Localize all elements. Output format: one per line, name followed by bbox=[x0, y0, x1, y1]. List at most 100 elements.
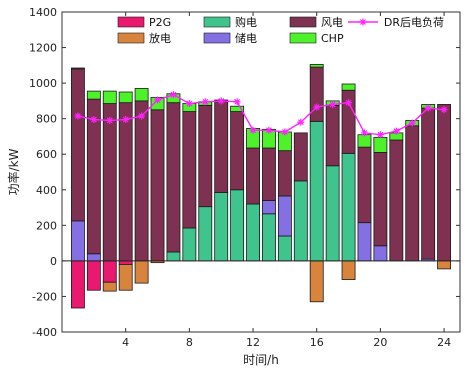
bar-segment-风电-h13 bbox=[262, 147, 276, 201]
bar-segment-放电-h5 bbox=[134, 260, 149, 284]
y-tick-label: 400 bbox=[36, 184, 57, 197]
bar-segment-CHP-h20 bbox=[373, 136, 388, 153]
legend-swatch-P2G bbox=[117, 16, 145, 28]
bar-segment-购电-h8 bbox=[182, 227, 197, 262]
bar-segment-CHP-h4 bbox=[118, 91, 133, 104]
load-point-h3 bbox=[106, 116, 114, 124]
bar-segment-购电-h16 bbox=[309, 120, 324, 262]
y-axis-label: 功率/kW bbox=[6, 148, 21, 195]
legend-label: 储电 bbox=[235, 31, 257, 45]
bar-segment-CHP-h19 bbox=[357, 134, 372, 148]
bars-layer bbox=[70, 64, 452, 309]
bar-segment-购电-h10 bbox=[214, 192, 229, 262]
bar-segment-风电-h20 bbox=[373, 152, 388, 247]
load-point-h2 bbox=[90, 116, 98, 124]
bar-segment-CHP-h2 bbox=[86, 90, 101, 100]
bar-segment-CHP-h5 bbox=[134, 88, 149, 102]
x-axis-label: 时间/h bbox=[243, 353, 279, 367]
ticks-layer: -400 -200 0 200 400 600 800 1000 1200 1400 4 8 12 16 2… bbox=[29, 6, 460, 349]
legend-label: CHP bbox=[321, 32, 344, 45]
bar-segment-购电-h17 bbox=[325, 165, 340, 262]
bar-segment-CHP-h16 bbox=[309, 64, 324, 68]
bar-segment-CHP-h11 bbox=[230, 105, 245, 112]
bar-segment-风电-h22 bbox=[405, 125, 420, 262]
legend-swatch-风电 bbox=[289, 16, 317, 28]
legend-swatch-放电 bbox=[117, 32, 145, 44]
bar-segment-储电-h13 bbox=[262, 200, 276, 215]
y-tick-label: -400 bbox=[32, 326, 57, 339]
x-tick-label: 8 bbox=[186, 336, 193, 349]
bar-segment-风电-h3 bbox=[102, 103, 117, 262]
bar-segment-风电-h14 bbox=[277, 150, 292, 197]
bar-segment-风电-h11 bbox=[230, 111, 245, 191]
bar-segment-购电-h14 bbox=[277, 235, 292, 262]
load-point-h7 bbox=[169, 91, 177, 99]
load-point-h17 bbox=[329, 100, 337, 108]
y-tick-label: 1400 bbox=[29, 6, 57, 19]
bar-segment-储电-h1 bbox=[70, 220, 85, 262]
bar-segment-风电-h19 bbox=[357, 146, 372, 224]
y-tick-label: 800 bbox=[36, 113, 57, 126]
bar-segment-P2G-h3 bbox=[102, 260, 117, 283]
bar-segment-购电-h15 bbox=[293, 180, 308, 262]
bar-segment-风电-h12 bbox=[246, 147, 260, 205]
y-tick-label: 1000 bbox=[29, 77, 57, 90]
bar-segment-风电-h9 bbox=[198, 104, 213, 208]
bar-segment-风电-h5 bbox=[134, 100, 149, 262]
load-point-h15 bbox=[297, 118, 305, 126]
load-point-h12 bbox=[249, 126, 257, 134]
legend-swatch-star bbox=[359, 18, 367, 26]
y-tick-label: -200 bbox=[32, 290, 57, 303]
load-line-layer bbox=[74, 91, 448, 139]
bar-segment-风电-h21 bbox=[389, 139, 404, 262]
bar-segment-放电-h3 bbox=[102, 281, 117, 292]
y-tick-label: 1200 bbox=[29, 42, 57, 55]
load-point-h10 bbox=[217, 97, 225, 105]
bar-segment-风电-h6 bbox=[150, 109, 165, 262]
x-tick-label: 12 bbox=[246, 336, 260, 349]
bar-segment-风电-h17 bbox=[325, 104, 340, 167]
load-point-h23 bbox=[424, 104, 432, 112]
bar-segment-购电-h12 bbox=[246, 203, 260, 262]
load-point-h1 bbox=[74, 112, 82, 120]
load-point-h8 bbox=[185, 100, 193, 108]
bar-segment-P2G-h2 bbox=[86, 260, 101, 291]
bar-segment-放电-h16 bbox=[309, 260, 324, 303]
bar-segment-P2G-h4 bbox=[118, 260, 133, 265]
legend-label: P2G bbox=[149, 16, 171, 29]
y-tick-label: 200 bbox=[36, 219, 57, 232]
x-tick-label: 20 bbox=[373, 336, 387, 349]
load-point-h14 bbox=[281, 128, 289, 136]
legend-label: DR后电负荷 bbox=[384, 15, 444, 29]
bar-segment-储电-h19 bbox=[357, 222, 372, 262]
legend-swatch-储电 bbox=[203, 32, 231, 44]
load-point-h9 bbox=[201, 98, 209, 106]
bar-segment-风电-h1 bbox=[70, 68, 85, 222]
load-point-h5 bbox=[138, 112, 146, 120]
bar-segment-放电-h18 bbox=[341, 260, 356, 280]
plot-frame bbox=[61, 11, 461, 333]
x-tick-label: 24 bbox=[437, 336, 451, 349]
bar-segment-储电-h20 bbox=[373, 245, 388, 262]
load-point-h4 bbox=[122, 116, 130, 124]
load-point-h11 bbox=[233, 98, 241, 106]
bar-segment-风电-h8 bbox=[182, 111, 197, 229]
legend-label: 放电 bbox=[149, 31, 171, 45]
bar-segment-购电-h13 bbox=[262, 213, 276, 262]
bar-segment-风电-h7 bbox=[166, 102, 181, 253]
load-point-h19 bbox=[360, 129, 368, 137]
legend-label: 风电 bbox=[321, 16, 343, 29]
bar-segment-购电-h11 bbox=[230, 189, 245, 262]
legend-swatch-CHP bbox=[289, 32, 317, 44]
bar-segment-放电-h24 bbox=[437, 260, 452, 270]
load-point-h20 bbox=[376, 131, 384, 139]
load-line bbox=[77, 93, 445, 136]
bar-segment-储电-h14 bbox=[277, 195, 292, 237]
load-point-h6 bbox=[154, 96, 162, 104]
bar-segment-放电-h4 bbox=[118, 264, 133, 291]
load-point-h24 bbox=[440, 106, 448, 114]
bar-segment-储电-h2 bbox=[86, 253, 101, 262]
load-point-h21 bbox=[392, 127, 400, 135]
